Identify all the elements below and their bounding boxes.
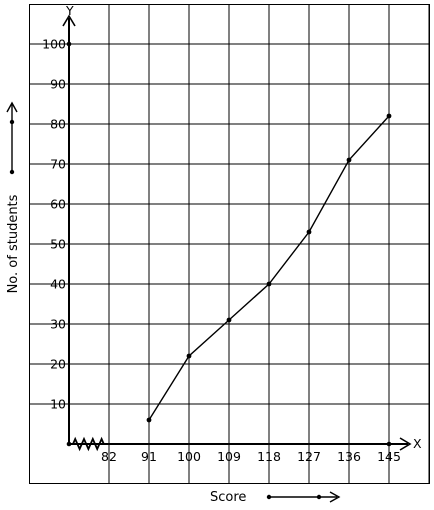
- x-tick-label: 118: [257, 449, 281, 464]
- data-point: [386, 113, 392, 119]
- data-point: [146, 417, 152, 423]
- x-tick-label: 127: [297, 449, 321, 464]
- y-tick-label: 20: [50, 357, 66, 372]
- x-title-arrowhead: [329, 491, 341, 503]
- x-axis-end-dot: [386, 441, 392, 447]
- y-axis-arrowhead: [62, 14, 76, 27]
- data-point: [226, 317, 232, 323]
- y-title-arrowhead: [6, 101, 18, 113]
- x-tick-label: 145: [377, 449, 401, 464]
- x-title-arrow-dot: [266, 494, 272, 500]
- y-tick-label: 100: [42, 37, 66, 52]
- y-tick-label: 30: [50, 317, 66, 332]
- grid-lines: [29, 4, 430, 484]
- origin-dot: [66, 441, 72, 447]
- x-tick-label: 91: [141, 449, 157, 464]
- plot-frame: [29, 4, 430, 484]
- y-axis-title: No. of students: [6, 194, 21, 293]
- y-tick-label: 80: [50, 117, 66, 132]
- x-axis-title: Score: [210, 490, 246, 505]
- y-axis-end-dot: [66, 41, 72, 47]
- data-point: [266, 281, 272, 287]
- y-tick-label: 40: [50, 277, 66, 292]
- y-tick-label: 70: [50, 157, 66, 172]
- y-axis-letter: Y: [65, 3, 74, 18]
- data-point: [186, 353, 192, 359]
- x-title-arrow-dot: [316, 494, 322, 500]
- y-tick-labels: 10 20 30 40 50 60 70 80 90 100: [42, 37, 66, 412]
- axis-arrows: [6, 101, 341, 503]
- y-tick-label: 10: [50, 397, 66, 412]
- y-title-arrow-dot: [9, 169, 15, 175]
- x-axis-letter: X: [413, 436, 422, 451]
- y-tick-label: 60: [50, 197, 66, 212]
- data-point: [306, 229, 312, 235]
- x-tick-label: 100: [177, 449, 201, 464]
- x-axis-arrowhead: [399, 437, 412, 451]
- data-series: [146, 113, 392, 423]
- x-tick-label: 109: [217, 449, 241, 464]
- y-tick-label: 50: [50, 237, 66, 252]
- y-title-arrow-dot: [9, 119, 15, 125]
- plot-border: [29, 4, 430, 484]
- y-tick-label: 90: [50, 77, 66, 92]
- data-point: [346, 157, 352, 163]
- x-axis-break: [72, 436, 105, 452]
- x-tick-labels: 82 91 100 109 118 127 136 145: [101, 449, 401, 464]
- x-tick-label: 136: [337, 449, 361, 464]
- axes: [62, 14, 412, 452]
- x-tick-label: 82: [101, 449, 117, 464]
